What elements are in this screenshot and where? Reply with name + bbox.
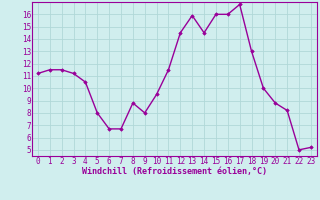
- X-axis label: Windchill (Refroidissement éolien,°C): Windchill (Refroidissement éolien,°C): [82, 167, 267, 176]
